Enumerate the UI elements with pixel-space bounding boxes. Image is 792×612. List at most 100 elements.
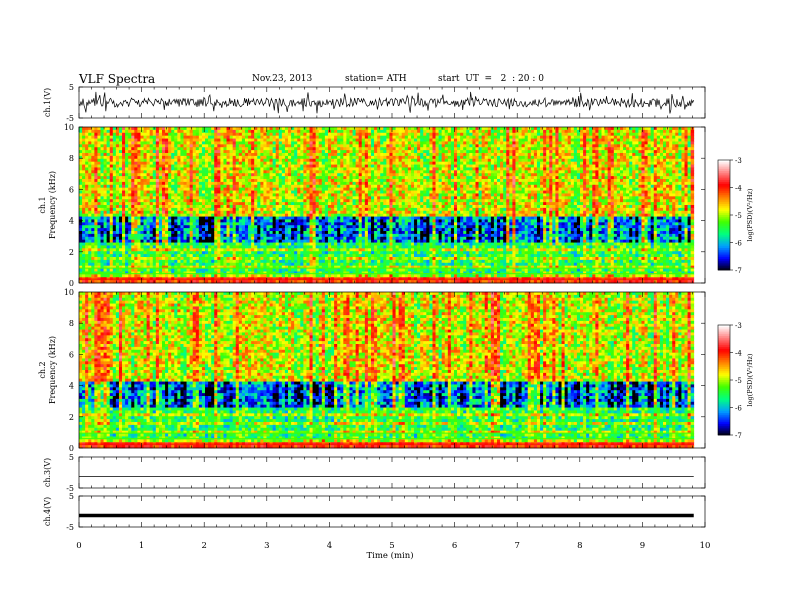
spectrogram-cell: [233, 214, 236, 217]
spectrogram-cell: [208, 234, 211, 237]
spectrogram-cell: [119, 141, 122, 144]
spectrogram-cell: [104, 130, 107, 133]
spectrogram-cell: [257, 228, 260, 231]
spectrogram-cell: [79, 243, 82, 246]
spectrogram-cell: [251, 193, 254, 196]
spectrogram-cell: [119, 263, 122, 266]
spectrogram-cell: [254, 217, 257, 220]
spectrogram-cell: [122, 263, 125, 266]
spectrogram-cell: [282, 274, 285, 277]
spectrogram-cell: [85, 243, 88, 246]
spectrogram-cell: [119, 240, 122, 243]
spectrogram-cell: [306, 274, 309, 277]
spectrogram-cell: [162, 243, 165, 246]
spectrogram-cell: [184, 188, 187, 191]
spectrogram-cell: [230, 219, 233, 222]
spectrogram-cell: [113, 248, 116, 251]
spectrogram-cell: [343, 136, 346, 139]
spectrogram-cell: [187, 225, 190, 228]
spectrogram-cell: [279, 141, 282, 144]
spectrogram-cell: [230, 141, 233, 144]
spectrogram-cell: [162, 185, 165, 188]
spectrogram-cell: [85, 271, 88, 274]
spectrogram-cell: [248, 167, 251, 170]
spectrogram-cell: [97, 159, 100, 162]
spectrogram-cell: [137, 133, 140, 136]
spectrogram-cell: [174, 136, 177, 139]
spectrogram-cell: [294, 191, 297, 194]
spectrogram-cell: [227, 217, 230, 220]
spectrogram-cell: [334, 136, 337, 139]
spectrogram-cell: [310, 127, 313, 130]
spectrogram-cell: [116, 202, 119, 205]
spectrogram-cell: [104, 245, 107, 248]
spectrogram-cell: [79, 162, 82, 165]
spectrogram-cell: [131, 274, 134, 277]
spectrogram-cell: [260, 153, 263, 156]
spectrogram-cell: [162, 211, 165, 214]
spectrogram-cell: [343, 245, 346, 248]
spectrogram-cell: [159, 141, 162, 144]
spectrogram-cell: [270, 243, 273, 246]
spectrogram-cell: [266, 139, 269, 142]
spectrogram-cell: [325, 167, 328, 170]
spectrogram-cell: [110, 234, 113, 237]
spectrogram-cell: [251, 156, 254, 159]
spectrogram-cell: [82, 185, 85, 188]
spectrogram-cell: [306, 243, 309, 246]
spectrogram-cell: [104, 188, 107, 191]
spectrogram-cell: [144, 182, 147, 185]
spectrogram-cell: [214, 176, 217, 179]
spectrogram-cell: [202, 237, 205, 240]
spectrogram-cell: [263, 211, 266, 214]
spectrogram-cell: [79, 219, 82, 222]
spectrogram-cell: [202, 188, 205, 191]
spectrogram-cell: [205, 214, 208, 217]
spectrogram-cell: [300, 231, 303, 234]
spectrogram-cell: [334, 182, 337, 185]
spectrogram-cell: [82, 144, 85, 147]
spectrogram-cell: [147, 240, 150, 243]
spectrogram-cell: [113, 214, 116, 217]
spectrogram-cell: [233, 173, 236, 176]
spectrogram-cell: [353, 225, 356, 228]
spectrogram-cell: [177, 228, 180, 231]
spectrogram-cell: [177, 165, 180, 168]
spectrogram-cell: [230, 130, 233, 133]
spectrogram-cell: [122, 139, 125, 142]
spectrogram-cell: [122, 231, 125, 234]
spectrogram-cell: [220, 240, 223, 243]
spectrogram-cell: [211, 219, 214, 222]
spectrogram-cell: [337, 165, 340, 168]
spectrogram-cell: [107, 156, 110, 159]
spectrogram-cell: [233, 222, 236, 225]
spectrogram-cell: [82, 179, 85, 182]
spectrogram-cell: [214, 150, 217, 153]
spectrogram-cell: [184, 173, 187, 176]
spectrogram-cell: [245, 217, 248, 220]
spectrogram-cell: [193, 136, 196, 139]
spectrogram-cell: [107, 176, 110, 179]
spectrogram-cell: [131, 136, 134, 139]
spectrogram-cell: [82, 199, 85, 202]
spectrogram-cell: [334, 173, 337, 176]
spectrogram-cell: [144, 162, 147, 165]
spectrogram-cell: [147, 271, 150, 274]
spectrogram-cell: [165, 165, 168, 168]
spectrogram-cell: [325, 156, 328, 159]
spectrogram-cell: [325, 150, 328, 153]
spectrogram-cell: [230, 269, 233, 272]
spectrogram-cell: [242, 199, 245, 202]
spectrogram-cell: [294, 274, 297, 277]
spectrogram-cell: [294, 139, 297, 142]
spectrogram-cell: [104, 231, 107, 234]
spectrogram-cell: [230, 136, 233, 139]
spectrogram-cell: [251, 196, 254, 199]
spectrogram-cell: [184, 147, 187, 150]
spectrogram-cell: [310, 170, 313, 173]
spectrogram-cell: [214, 182, 217, 185]
spectrogram-cell: [236, 217, 239, 220]
spectrogram-cell: [303, 196, 306, 199]
spectrogram-cell: [113, 217, 116, 220]
spectrogram-cell: [150, 136, 153, 139]
